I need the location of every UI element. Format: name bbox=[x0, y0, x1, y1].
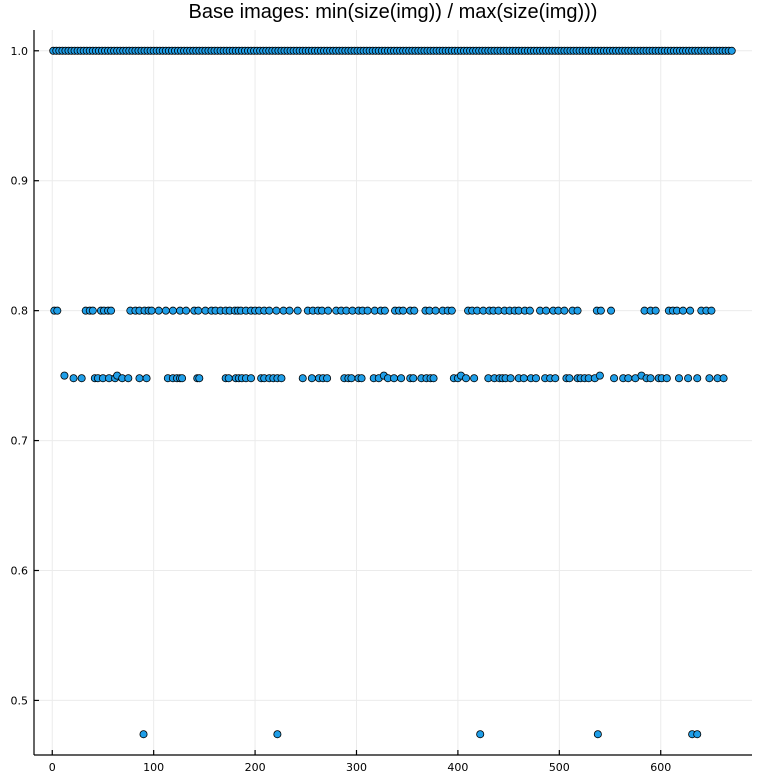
data-point bbox=[506, 374, 515, 383]
data-point bbox=[390, 374, 399, 383]
data-point bbox=[272, 306, 281, 315]
data-point bbox=[139, 730, 148, 739]
gridlines bbox=[34, 30, 752, 755]
data-point bbox=[595, 371, 604, 380]
data-point bbox=[409, 374, 418, 383]
data-point bbox=[277, 374, 286, 383]
data-point bbox=[397, 374, 406, 383]
x-tick-label: 300 bbox=[346, 761, 367, 774]
data-point bbox=[60, 371, 69, 380]
data-point bbox=[194, 306, 203, 315]
data-point bbox=[565, 374, 574, 383]
x-tick-label: 100 bbox=[143, 761, 164, 774]
data-point bbox=[88, 306, 97, 315]
data-point bbox=[324, 306, 333, 315]
data-point bbox=[705, 374, 714, 383]
chart-title: Base images: min(size(img)) / max(size(i… bbox=[189, 1, 598, 23]
data-point bbox=[607, 306, 616, 315]
data-point bbox=[674, 374, 683, 383]
x-tick-labels: 0 100 200 300 400 500 600 bbox=[49, 761, 671, 774]
data-point bbox=[124, 374, 133, 383]
data-point bbox=[646, 374, 655, 383]
data-point bbox=[542, 306, 551, 315]
y-tick-label: 0.8 bbox=[11, 305, 29, 318]
data-point bbox=[693, 374, 702, 383]
data-point bbox=[727, 46, 736, 55]
data-point bbox=[363, 306, 372, 315]
data-point bbox=[525, 306, 534, 315]
data-point bbox=[247, 374, 256, 383]
data-point bbox=[462, 374, 471, 383]
data-point bbox=[307, 374, 316, 383]
data-point bbox=[69, 374, 78, 383]
data-point bbox=[651, 306, 660, 315]
data-point bbox=[399, 306, 408, 315]
data-point bbox=[182, 306, 191, 315]
y-tick-label: 0.5 bbox=[11, 694, 29, 707]
x-tick-label: 500 bbox=[549, 761, 570, 774]
data-point bbox=[154, 306, 163, 315]
x-tick-label: 0 bbox=[49, 761, 56, 774]
data-point bbox=[429, 374, 438, 383]
data-point bbox=[551, 374, 560, 383]
data-point bbox=[357, 374, 366, 383]
x-tick-label: 200 bbox=[245, 761, 266, 774]
data-point bbox=[410, 306, 419, 315]
data-point bbox=[77, 374, 86, 383]
data-point bbox=[298, 374, 307, 383]
data-point bbox=[560, 306, 569, 315]
data-point bbox=[593, 730, 602, 739]
data-point bbox=[447, 306, 456, 315]
data-point bbox=[519, 374, 528, 383]
data-point bbox=[662, 374, 671, 383]
data-point bbox=[224, 374, 233, 383]
data-point bbox=[168, 306, 177, 315]
data-point bbox=[624, 374, 633, 383]
data-point bbox=[195, 374, 204, 383]
data-point bbox=[53, 306, 62, 315]
data-point bbox=[265, 306, 274, 315]
data-points bbox=[49, 46, 736, 739]
y-tick-label: 1.0 bbox=[11, 45, 29, 58]
data-point bbox=[596, 306, 605, 315]
data-point bbox=[707, 306, 716, 315]
data-point bbox=[476, 730, 485, 739]
y-tick-labels: 0.5 0.6 0.7 0.8 0.9 1.0 bbox=[11, 45, 29, 708]
data-point bbox=[161, 306, 170, 315]
data-point bbox=[293, 306, 302, 315]
data-point bbox=[686, 306, 695, 315]
data-point bbox=[142, 374, 151, 383]
data-point bbox=[431, 306, 440, 315]
data-point bbox=[470, 374, 479, 383]
data-point bbox=[285, 306, 294, 315]
data-point bbox=[719, 374, 728, 383]
data-point bbox=[679, 306, 688, 315]
data-point bbox=[178, 374, 187, 383]
data-point bbox=[693, 730, 702, 739]
data-point bbox=[147, 306, 156, 315]
data-point bbox=[380, 306, 389, 315]
axes bbox=[33, 30, 752, 756]
data-point bbox=[531, 374, 540, 383]
data-point bbox=[610, 374, 619, 383]
x-tick-label: 400 bbox=[447, 761, 468, 774]
x-tick-label: 600 bbox=[650, 761, 671, 774]
y-tick-label: 0.6 bbox=[11, 565, 29, 578]
y-tick-label: 0.9 bbox=[11, 175, 29, 188]
data-point bbox=[107, 306, 116, 315]
data-point bbox=[135, 374, 144, 383]
data-point bbox=[573, 306, 582, 315]
data-point bbox=[273, 730, 282, 739]
data-point bbox=[684, 374, 693, 383]
y-tick-label: 0.7 bbox=[11, 435, 29, 448]
data-point bbox=[347, 374, 356, 383]
data-point bbox=[323, 374, 332, 383]
